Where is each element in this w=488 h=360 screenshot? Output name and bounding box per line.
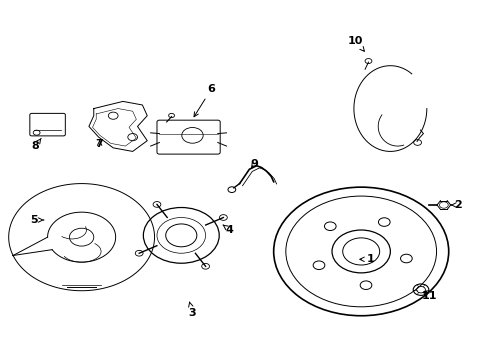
Text: 3: 3 <box>188 302 196 318</box>
FancyBboxPatch shape <box>30 113 65 136</box>
Text: 4: 4 <box>223 225 233 235</box>
Text: 6: 6 <box>194 84 215 117</box>
Text: 10: 10 <box>347 36 364 51</box>
Text: 2: 2 <box>450 200 461 210</box>
FancyBboxPatch shape <box>157 120 220 154</box>
Text: 9: 9 <box>250 159 258 169</box>
Text: 8: 8 <box>32 138 41 151</box>
Text: 11: 11 <box>421 291 436 301</box>
Text: 1: 1 <box>359 254 374 264</box>
Text: 7: 7 <box>96 139 103 149</box>
Text: 5: 5 <box>31 215 44 225</box>
